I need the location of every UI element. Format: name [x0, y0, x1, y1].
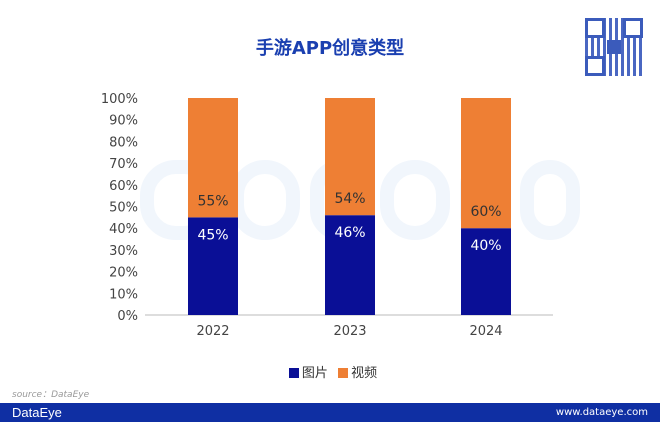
bar-2022-video: [188, 98, 238, 218]
y-tick-label: 70%: [109, 157, 138, 172]
footer-brand: DataEye: [12, 405, 62, 420]
stacked-bar-chart: 0% 10% 20% 30% 40% 50% 60% 70% 80% 90% 100% 45% 55% 2…: [101, 92, 553, 339]
legend-label-video: 视频: [351, 366, 378, 381]
y-tick-label: 100%: [101, 92, 138, 107]
data-label: 55%: [197, 193, 228, 209]
data-label: 40%: [470, 238, 501, 254]
footer-bar: DataEye www.dataeye.com: [0, 403, 660, 422]
data-label: 45%: [197, 227, 228, 243]
bar-2023-picture: [325, 215, 375, 315]
bar-2023-video: [325, 98, 375, 216]
data-label: 54%: [334, 191, 365, 207]
source-note: source：DataEye: [12, 390, 90, 400]
x-tick-label: 2022: [196, 324, 229, 339]
y-tick-label: 50%: [109, 201, 138, 216]
bar-2024-video: [461, 98, 511, 229]
qr-code: [585, 18, 643, 76]
y-tick-label: 30%: [109, 244, 138, 259]
y-tick-label: 0%: [117, 309, 138, 324]
legend-swatch-video: [338, 368, 349, 378]
data-label: 60%: [470, 204, 501, 220]
y-tick-label: 40%: [109, 222, 138, 237]
chart-title: 手游APP创意类型: [255, 38, 405, 59]
y-tick-label: 10%: [109, 287, 138, 302]
bar-2022-picture: [188, 217, 238, 315]
legend-swatch-picture: [288, 368, 299, 378]
legend-label-picture: 图片: [301, 366, 328, 381]
footer-url[interactable]: www.dataeye.com: [555, 407, 648, 418]
data-label: 46%: [334, 225, 365, 241]
y-tick-label: 80%: [109, 135, 138, 150]
y-tick-label: 90%: [109, 114, 138, 129]
x-tick-label: 2024: [469, 324, 502, 339]
legend: 图片 视频: [0, 362, 660, 381]
y-tick-label: 60%: [109, 179, 138, 194]
bar-2024-picture: [461, 228, 511, 315]
x-tick-label: 2023: [333, 324, 366, 339]
y-tick-label: 20%: [109, 266, 138, 281]
